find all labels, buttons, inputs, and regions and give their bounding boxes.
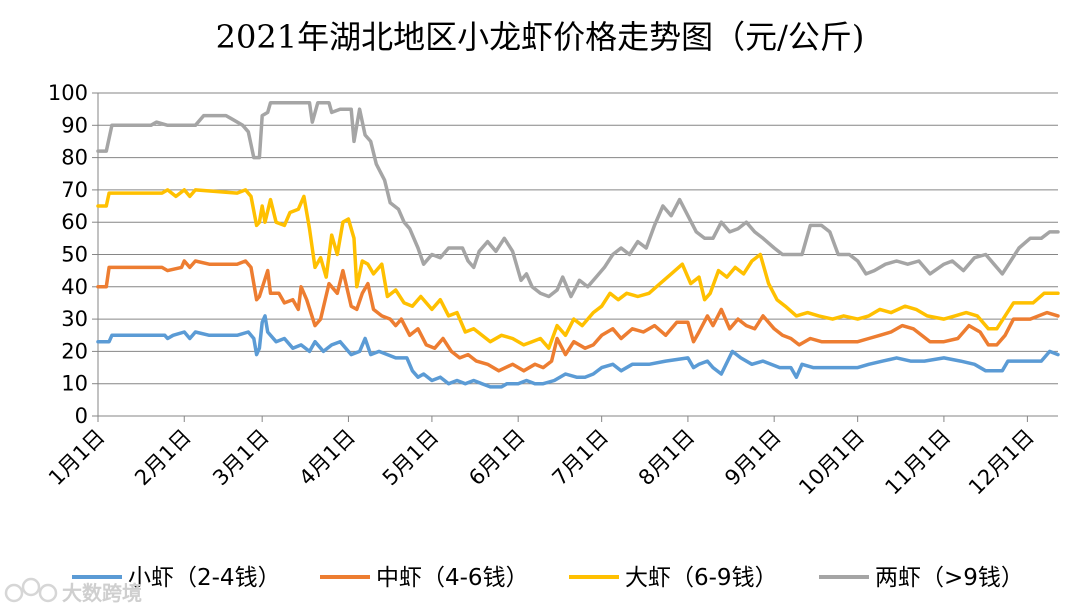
series-lines (96, 100, 1060, 389)
watermark: 大数跨境 (4, 577, 142, 605)
y-tick-label: 20 (61, 339, 88, 363)
x-tick-label: 12月1日 (964, 425, 1039, 500)
x-tick-label: 7月1日 (548, 425, 614, 491)
x-tick-label: 1月1日 (44, 425, 110, 491)
x-tick-label: 11月1日 (880, 425, 955, 500)
x-tick-label: 6月1日 (464, 425, 530, 491)
y-tick-label: 40 (61, 275, 88, 299)
x-tick-label: 10月1日 (794, 425, 869, 500)
x-tick-label: 4月1日 (294, 425, 360, 491)
x-tick-label: 9月1日 (720, 425, 786, 491)
series-line-3 (96, 100, 1060, 299)
legend: 小虾（2-4钱） 中虾（4-6钱） 大虾（6-9钱） 两虾（>9钱） (72, 565, 1024, 591)
x-tick-label: 3月1日 (208, 425, 274, 491)
y-axis-ticks: 0 10 20 30 40 50 60 70 80 90 100 (48, 81, 98, 428)
y-tick-label: 10 (61, 372, 88, 396)
series-line-0 (96, 314, 1060, 389)
y-tick-label: 70 (61, 178, 88, 202)
y-tick-label: 100 (48, 81, 88, 105)
chart-title: 2021年湖北地区小龙虾价格走势图（元/公斤) (215, 18, 865, 56)
y-tick-label: 80 (61, 146, 88, 170)
legend-label-1: 中虾（4-6钱） (376, 565, 529, 591)
series-line-2 (96, 188, 1060, 350)
y-tick-label: 0 (75, 404, 88, 428)
x-axis-ticks: 1月1日 2月1日 3月1日 4月1日 5月1日 6月1日 7月1日 8月1日 9月1日 10月1… (44, 416, 1039, 500)
y-tick-label: 50 (61, 243, 88, 267)
legend-label-0: 小虾（2-4钱） (128, 565, 281, 591)
watermark-text: 大数跨境 (62, 581, 142, 605)
x-tick-label: 8月1日 (634, 425, 700, 491)
y-tick-label: 90 (61, 113, 88, 137)
x-tick-label: 2月1日 (130, 425, 196, 491)
legend-label-2: 大虾（6-9钱） (625, 565, 778, 591)
x-tick-label: 5月1日 (378, 425, 444, 491)
series-line-1 (96, 259, 1060, 373)
watermark-logo-icon (4, 577, 58, 603)
legend-label-3: 两虾（>9钱） (875, 565, 1024, 591)
gridlines (98, 92, 1058, 417)
y-tick-label: 60 (61, 210, 88, 234)
y-tick-label: 30 (61, 307, 88, 331)
